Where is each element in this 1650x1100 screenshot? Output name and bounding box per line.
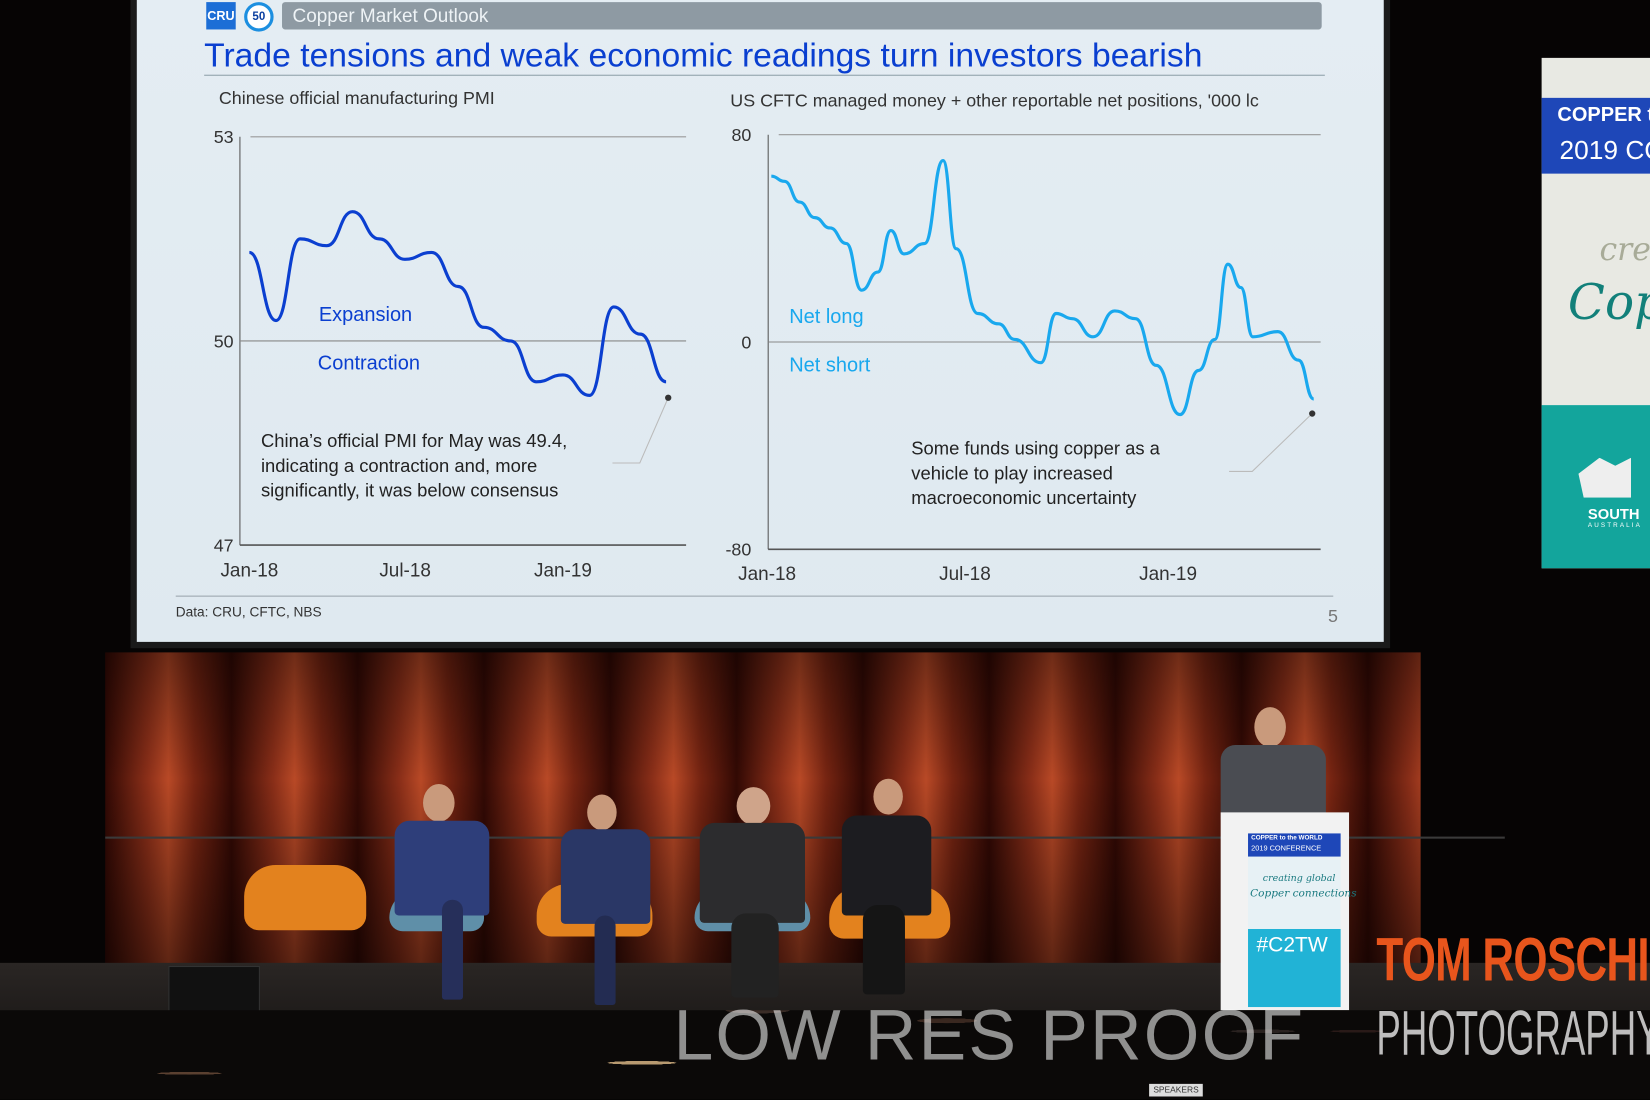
stage-rail xyxy=(105,836,1505,839)
slide-charts: Chinese official manufacturing PMI 53 50 47… xyxy=(214,88,1321,585)
x-tick-label: Jan-18 xyxy=(220,561,278,582)
note-leader-line xyxy=(1229,413,1313,472)
x-tick-label: Jan-19 xyxy=(534,561,592,582)
x-tick-label: Jan-18 xyxy=(738,564,796,585)
podium-line2: 2019 CONFERENCE xyxy=(1251,844,1322,853)
projected-slide: CRU 50 Copper Market Outlook Trade tensi… xyxy=(136,0,1384,642)
annotation-above: Expansion xyxy=(319,304,412,326)
latest-value-marker xyxy=(1309,410,1316,417)
logo-text: CRU xyxy=(207,8,235,24)
banner-logo-subtext: AUSTRALIA xyxy=(1587,522,1642,530)
note-text: indicating a contraction and, more xyxy=(261,455,537,476)
podium-line1: COPPER to the WORLD xyxy=(1251,835,1323,842)
footer-divider xyxy=(175,595,1334,597)
page-number: 5 xyxy=(1328,606,1338,627)
presenter xyxy=(1220,707,1326,823)
source-note: Data: CRU, CFTC, NBS xyxy=(175,604,322,620)
data-series-line xyxy=(248,210,667,397)
note-text: macroeconomic uncertainty xyxy=(911,487,1137,508)
chart-title: Chinese official manufacturing PMI xyxy=(219,88,495,108)
banner-logo-text: SOUTH xyxy=(1587,505,1640,522)
y-tick-label: 0 xyxy=(741,332,751,352)
side-banner: COPPER t 2019 CO crea Copp SOUTH AUSTRAL… xyxy=(1541,57,1650,569)
panelist-1 xyxy=(389,783,505,1005)
data-series-line xyxy=(771,159,1315,417)
x-tick-label: Jan-19 xyxy=(1139,564,1197,585)
podium: COPPER to the WORLD 2019 CONFERENCE crea… xyxy=(1220,812,1357,1011)
note-text: significantly, it was below consensus xyxy=(261,480,558,501)
watermark-proof: LOW RES PROOF xyxy=(673,995,1306,1076)
podium-tag1: creating global xyxy=(1262,873,1336,884)
anniversary-badge: 50 xyxy=(244,2,274,32)
banner-line1: COPPER t xyxy=(1557,104,1650,127)
podium-header: COPPER to the WORLD 2019 CONFERENCE xyxy=(1248,833,1341,857)
y-tick-label: -80 xyxy=(725,540,751,560)
note-leader-line xyxy=(612,397,669,464)
y-tick-label: 47 xyxy=(214,535,234,555)
annotation-below: Contraction xyxy=(318,352,420,374)
south-australia-logo-icon xyxy=(1578,457,1632,498)
banner-line2: 2019 CO xyxy=(1559,135,1650,166)
title-divider xyxy=(204,74,1325,76)
podium-hashtag: #C2TW xyxy=(1256,933,1328,957)
panelist-4 xyxy=(837,778,937,1000)
chart-title: US CFTC managed money + other reportable… xyxy=(730,90,1259,110)
annotation-above: Net long xyxy=(789,306,863,328)
banner-script2: Copp xyxy=(1567,273,1650,331)
watermark-studio: PHOTOGRAPHY xyxy=(1376,997,1650,1069)
y-tick-label: 50 xyxy=(214,331,234,351)
audience xyxy=(0,1010,1650,1100)
slide-header: Copper Market Outlook xyxy=(292,5,489,27)
x-tick-label: Jul-18 xyxy=(379,561,431,582)
podium-sign: COPPER to the WORLD 2019 CONFERENCE crea… xyxy=(1248,833,1357,1008)
panelist-3 xyxy=(699,787,810,998)
y-tick-label: 53 xyxy=(214,127,234,147)
latest-value-marker xyxy=(665,394,672,401)
note-text: Some funds using copper as a xyxy=(911,438,1160,459)
speaker-monitor xyxy=(168,966,260,1019)
empty-chair xyxy=(244,864,367,931)
annotation-below: Net short xyxy=(789,354,871,376)
cru-logo: CRU xyxy=(206,2,236,30)
slide-header-bar: Copper Market Outlook xyxy=(282,2,1322,30)
panelist-2 xyxy=(558,794,658,1005)
x-tick-label: Jul-18 xyxy=(939,564,991,585)
banner-header: COPPER t 2019 CO xyxy=(1541,97,1650,174)
watermark-name: TOM ROSCHI xyxy=(1376,926,1649,995)
note-text: vehicle to play increased xyxy=(911,462,1113,483)
banner-script1: crea xyxy=(1599,231,1650,269)
slide-title: Trade tensions and weak economic reading… xyxy=(204,35,1203,74)
banner-teal-band: SOUTH AUSTRALIA xyxy=(1541,405,1650,569)
badge-text: 50 xyxy=(252,10,266,24)
speakers-sign: SPEAKERS xyxy=(1149,1083,1203,1097)
note-text: China’s official PMI for May was 49.4, xyxy=(261,430,567,451)
podium-tag2: Copper connections xyxy=(1250,888,1357,900)
y-tick-label: 80 xyxy=(731,125,751,145)
